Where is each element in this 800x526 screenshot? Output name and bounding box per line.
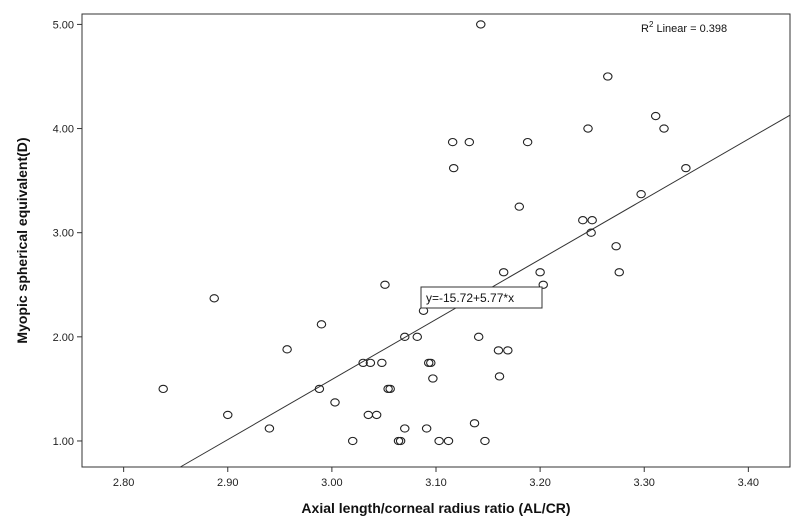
data-point — [650, 111, 661, 121]
data-point — [583, 124, 593, 133]
y-tick-label: 2.00 — [53, 332, 74, 344]
data-point — [314, 384, 325, 394]
equation-box — [420, 286, 543, 309]
data-point — [264, 424, 275, 433]
x-axis-ticks: 2.80 2.90 3.00 3.10 3.20 3.30 3.40 — [113, 467, 759, 489]
x-tick-label: 3.00 — [321, 477, 342, 489]
y-tick-label: 3.00 — [53, 228, 74, 240]
data-point — [498, 268, 509, 277]
regression-equation-label: y=-15.72+5.77*x — [420, 286, 543, 309]
data-point — [473, 332, 484, 341]
data-point — [358, 358, 368, 368]
y-axis-title: Myopic spherical equivalent(D) — [14, 137, 30, 343]
data-point — [603, 72, 613, 81]
data-point — [611, 242, 621, 251]
data-point — [393, 436, 404, 446]
data-point — [371, 410, 382, 420]
y-tick-label: 5.00 — [53, 19, 74, 31]
y-tick-label: 4.00 — [53, 124, 74, 136]
data-point — [385, 384, 395, 394]
data-point — [377, 358, 387, 368]
data-point — [365, 358, 376, 368]
r-squared-label: R2 Linear = 0.398 — [641, 20, 727, 35]
data-point — [363, 410, 374, 420]
data-point — [434, 436, 444, 446]
x-tick-label: 3.10 — [425, 477, 446, 489]
data-point — [636, 190, 646, 199]
y-axis-ticks: 1.00 2.00 3.00 4.00 5.00 — [53, 19, 82, 448]
data-point — [395, 436, 406, 446]
data-point — [428, 374, 438, 383]
data-point — [158, 384, 168, 394]
r-squared-r: R — [641, 23, 649, 35]
equation-text: y=-15.72+5.77*x — [426, 291, 514, 305]
data-point — [223, 410, 233, 420]
x-axis-title: Axial length/corneal radius ratio (AL/CR… — [301, 500, 570, 516]
x-tick-label: 2.90 — [217, 477, 238, 489]
data-point — [586, 228, 596, 237]
x-tick-label: 2.80 — [113, 477, 134, 489]
data-point — [493, 346, 504, 355]
data-point — [681, 163, 691, 173]
data-point — [587, 216, 597, 225]
data-point — [426, 358, 436, 368]
data-point — [412, 332, 423, 341]
data-point — [447, 137, 458, 147]
data-point — [448, 163, 459, 173]
data-point — [316, 320, 327, 329]
x-tick-label: 3.20 — [529, 477, 550, 489]
data-point — [659, 124, 669, 133]
data-point — [469, 419, 480, 428]
r-squared-sup: 2 — [649, 20, 654, 29]
plot-frame — [81, 13, 791, 468]
data-point — [330, 398, 340, 407]
data-point — [423, 358, 434, 368]
x-tick-label: 3.40 — [738, 477, 759, 489]
data-point — [443, 436, 454, 446]
data-point — [535, 268, 545, 277]
data-point — [400, 424, 410, 433]
r-squared-value: Linear = 0.398 — [653, 23, 727, 35]
data-point — [578, 216, 588, 225]
data-point — [494, 372, 505, 381]
data-point — [503, 346, 513, 355]
plot-area: 2.80 2.90 3.00 3.10 3.20 3.30 3.40 1.00 2.00 3.0… — [53, 13, 791, 489]
data-point — [421, 424, 432, 433]
data-point — [209, 294, 219, 303]
y-tick-label: 1.00 — [53, 436, 74, 448]
data-point — [538, 280, 548, 289]
data-point — [380, 280, 390, 289]
data-point — [383, 384, 393, 394]
data-point — [514, 202, 525, 211]
data-point — [476, 20, 486, 29]
data-point — [282, 345, 292, 354]
data-point — [464, 137, 475, 147]
data-point — [480, 436, 490, 446]
data-point — [347, 436, 358, 446]
x-tick-label: 3.30 — [634, 477, 655, 489]
data-point — [522, 137, 533, 147]
data-point — [400, 332, 410, 341]
data-points — [158, 20, 691, 446]
data-point — [614, 268, 624, 277]
